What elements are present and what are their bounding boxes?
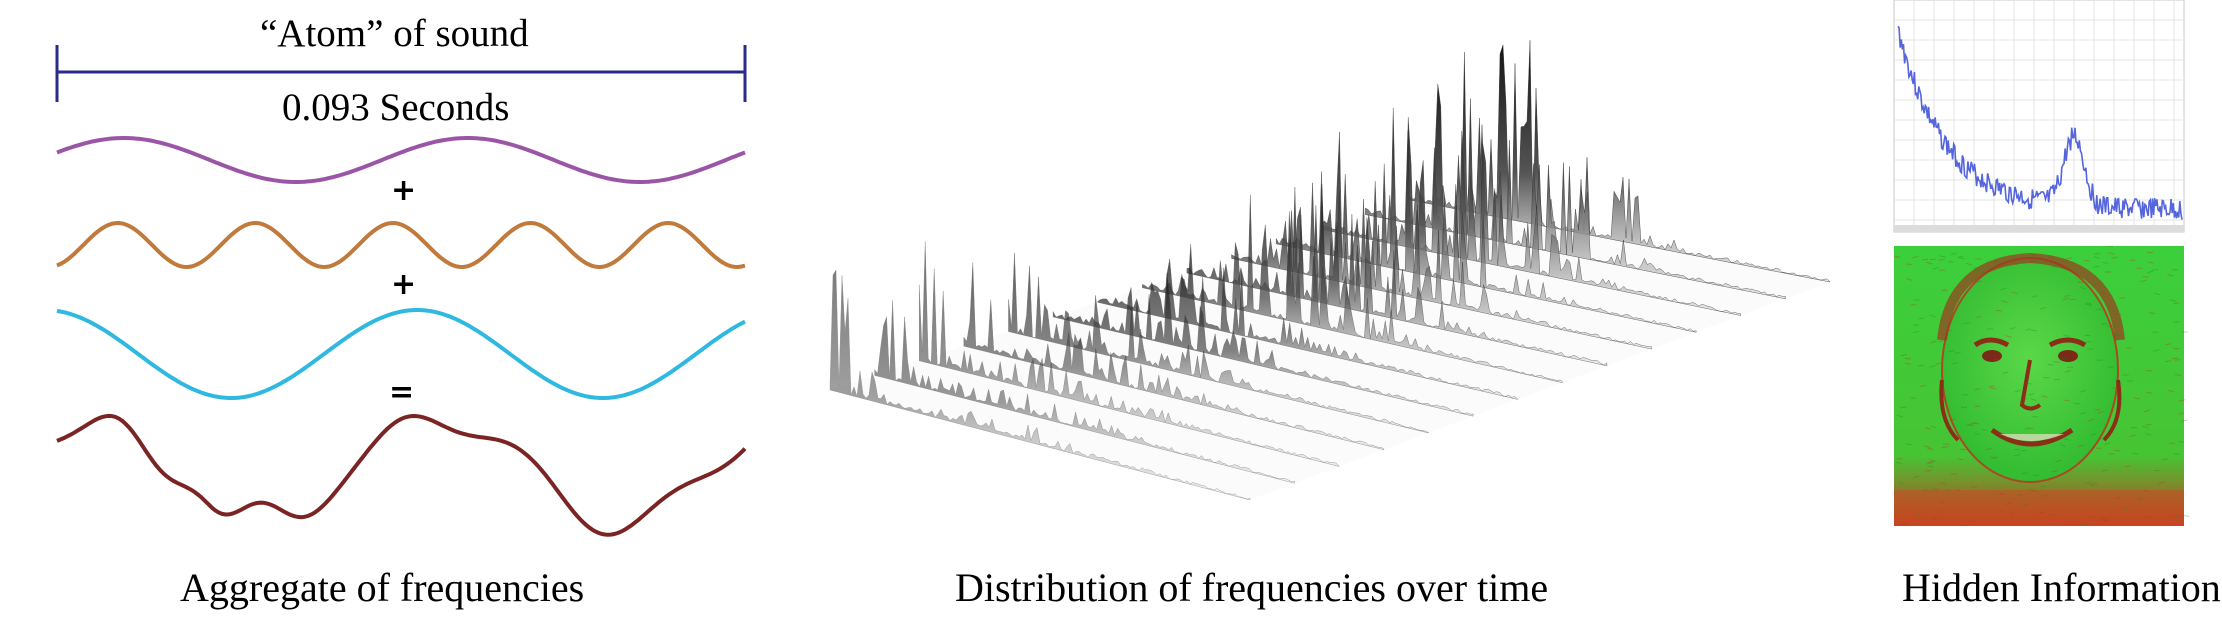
caption-hidden-information: Hidden Information xyxy=(1902,565,2221,610)
atom-label: “Atom” of sound xyxy=(260,12,529,55)
hidden-info-graphics xyxy=(1893,0,2189,527)
duration-bracket xyxy=(55,45,747,102)
wave-high-frequency xyxy=(56,220,746,270)
duration-label: 0.093 Seconds xyxy=(282,86,510,129)
frequency-ridge xyxy=(829,269,1251,501)
caption-distribution: Distribution of frequencies over time xyxy=(955,565,1549,610)
wave-mid-frequency xyxy=(56,308,746,400)
frequency-peaks xyxy=(829,40,1831,501)
frequency-ridge xyxy=(1320,83,1742,316)
spectrogram-3d xyxy=(829,40,1831,501)
caption-aggregate: Aggregate of frequencies xyxy=(180,565,585,610)
hidden-information-panel: Hidden Information xyxy=(1880,0,2222,632)
spectrum-plot xyxy=(1893,0,2185,233)
frequency-ridge xyxy=(1231,131,1652,350)
frequency-ridge xyxy=(1365,52,1786,300)
hidden-image xyxy=(1894,245,2189,527)
frequency-ridge xyxy=(1275,107,1697,333)
frequency-ridge xyxy=(963,262,1385,450)
aggregate-panel: “Atom” of sound 0.093 Seconds + + = Aggr… xyxy=(0,0,790,632)
spectrum-line xyxy=(1897,25,2183,220)
frequency-ridge xyxy=(1052,272,1474,417)
plus-operator: + xyxy=(391,267,417,302)
frequency-ridge xyxy=(919,241,1340,467)
frequency-ridge xyxy=(1186,183,1608,367)
wave-sum xyxy=(56,413,747,537)
distribution-panel: Distribution of frequencies over time xyxy=(800,0,1880,632)
frequency-ridge xyxy=(1097,244,1518,400)
frequency-ridge xyxy=(1142,194,1563,383)
waves-diagram xyxy=(55,45,747,537)
wave-low-frequency xyxy=(56,136,746,184)
plus-operator: + xyxy=(391,173,417,208)
frequency-ridge xyxy=(874,300,1295,484)
equals-operator: = xyxy=(389,375,415,410)
